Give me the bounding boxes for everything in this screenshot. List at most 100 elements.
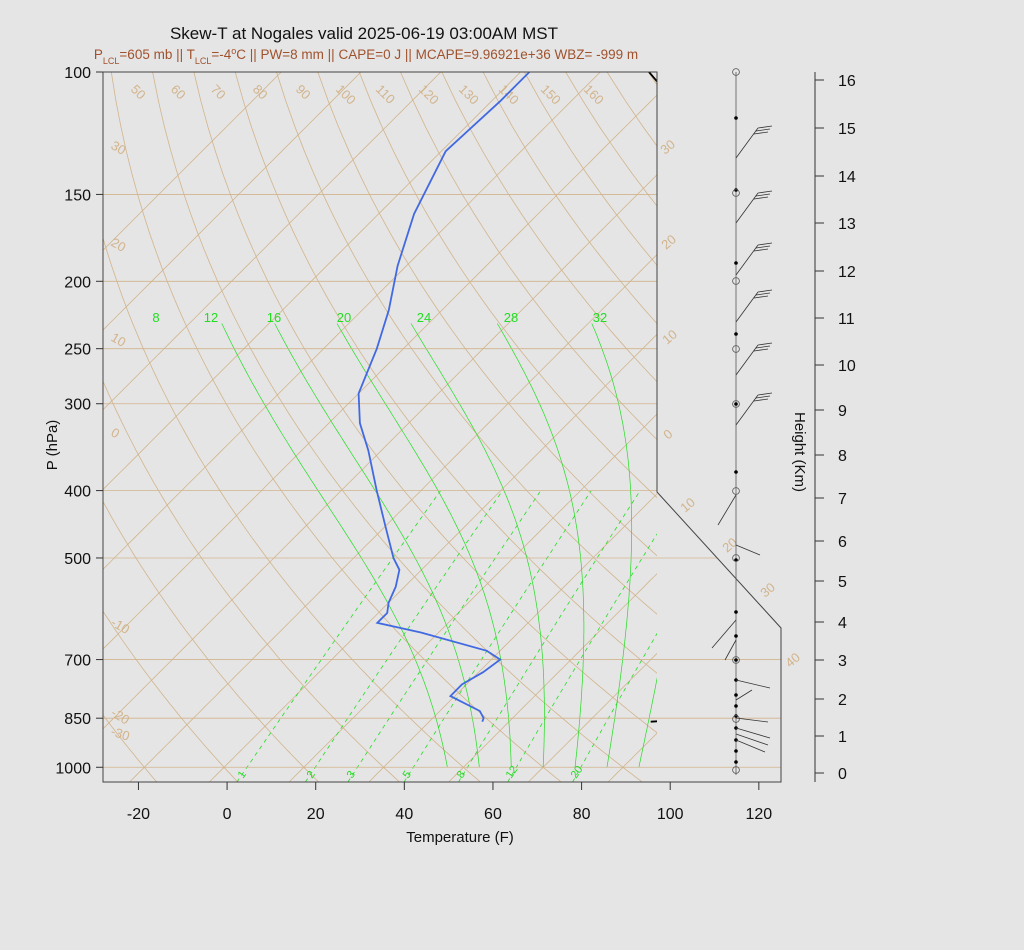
height-tick-label: 16 — [838, 73, 856, 90]
height-tick-label: 3 — [838, 653, 847, 670]
dry-adiabat-line — [103, 380, 400, 782]
grid-labels: -30-20 -10 0 10 20 30 0 10 20 30 40 30 20 10 50 60 70 80 9… — [108, 82, 803, 781]
wind-calm-circle — [732, 656, 740, 664]
x-tick-label: -20 — [127, 806, 150, 823]
wind-barb-flag — [753, 196, 769, 200]
dry-adiabat-line — [690, 72, 1024, 782]
wind-barb — [735, 244, 759, 276]
wind-level-dot — [734, 610, 738, 614]
dry-adiabat-line — [648, 72, 657, 86]
moist-adiabat-line — [221, 323, 448, 768]
wind-barb — [735, 291, 759, 323]
wind-level-dot — [734, 704, 738, 708]
mixing-ratio-line — [572, 632, 657, 782]
wind-barb — [735, 733, 769, 746]
height-tick-label: 12 — [838, 264, 856, 281]
wind-barb-flag — [755, 193, 771, 197]
height-tick-label: 10 — [838, 358, 856, 375]
x-tick-label: 60 — [484, 806, 502, 823]
wind-calm-circle — [732, 189, 740, 197]
moist-adiabat-line — [496, 323, 585, 768]
moist-adiabat-label: 16 — [267, 310, 281, 325]
height-tick-label: 6 — [838, 534, 847, 551]
moist-adiabat-line — [591, 323, 633, 768]
isotherm-line — [103, 72, 282, 251]
isotherm-line — [103, 72, 521, 491]
isotherm-label: 30 — [657, 137, 678, 158]
isotherm-grid — [103, 72, 657, 782]
wind-calm-circle — [732, 715, 740, 723]
chart-subtitle: PLCL=605 mb || TLCL=-4oC || PW=8 mm || C… — [94, 46, 638, 66]
wind-barb — [735, 394, 759, 426]
height-tick-label: 8 — [838, 448, 847, 465]
p-tick-label: 500 — [64, 551, 91, 568]
wind-barb — [735, 717, 769, 723]
wind-barb-column — [711, 68, 773, 775]
temperature-profile-line — [648, 72, 657, 723]
height-tick-label: 5 — [838, 574, 847, 591]
moist-adiabat-label: 8 — [152, 310, 159, 325]
wind-calm-circle — [732, 68, 740, 76]
dry-adiabat-line — [103, 610, 238, 782]
wind-barb — [711, 619, 737, 649]
pressure-gridlines — [103, 71, 781, 768]
p-tick-label: 400 — [64, 484, 91, 501]
dry-adiabat-label: 90 — [293, 82, 314, 103]
isotherm-label: 0 — [109, 425, 123, 442]
mixing-ratio-label: 3 — [345, 769, 358, 781]
isotherm-line — [368, 493, 657, 782]
dry-adiabat-line — [441, 72, 657, 383]
moist-adiabat-label: 28 — [504, 310, 518, 325]
dry-adiabat-line — [152, 72, 643, 782]
dry-adiabat-label: 50 — [128, 82, 149, 103]
wind-level-dot — [734, 634, 738, 638]
plot-frame — [102, 71, 782, 783]
isotherm-label: 30 — [757, 580, 778, 601]
wind-level-dot — [734, 188, 738, 192]
x-tick-label: 0 — [223, 806, 232, 823]
mixing-ratio-line — [403, 490, 592, 782]
dry-adiabat-line — [110, 72, 562, 782]
wind-barb-flag — [753, 295, 769, 299]
dry-adiabat-label: 130 — [456, 82, 482, 108]
mixing-ratio-label: 20 — [569, 764, 586, 781]
x-tick-label: 80 — [573, 806, 591, 823]
height-tick-label: 4 — [838, 615, 847, 632]
mixing-ratio-label: 8 — [455, 769, 468, 781]
height-axis-label: Height (Km) — [791, 412, 808, 492]
wind-level-dot — [734, 714, 738, 718]
wind-barb — [735, 689, 753, 701]
p-tick-label: 250 — [64, 342, 91, 359]
wind-barb — [735, 344, 759, 376]
wind-level-dot — [734, 693, 738, 697]
wind-level-dot — [734, 558, 738, 562]
isotherm-line — [103, 174, 657, 730]
isotherm-line — [129, 254, 657, 782]
mixing-ratio-label: 5 — [401, 769, 414, 781]
height-tick-label: 13 — [838, 216, 856, 233]
wind-barb-flag — [755, 345, 771, 349]
dry-adiabat-line — [276, 72, 657, 615]
wind-barb-flag — [753, 398, 769, 402]
wind-level-dot — [734, 402, 738, 406]
mixing-ratio-line — [305, 490, 503, 782]
wind-calm-circle — [732, 400, 740, 408]
dry-adiabat-line — [400, 72, 657, 441]
dry-adiabat-label: 120 — [416, 82, 442, 108]
isotherm-line — [528, 652, 657, 782]
dry-adiabat-line — [317, 72, 657, 557]
moist-adiabat-label: 24 — [417, 310, 431, 325]
isotherm-line — [209, 333, 657, 782]
x-tick-label: 120 — [745, 806, 772, 823]
mixing-ratio-label: 1 — [236, 769, 249, 781]
wind-barb — [735, 739, 766, 753]
y-axis-label: P (hPa) — [44, 420, 61, 471]
height-tick-label: 0 — [838, 766, 847, 783]
dry-adiabat-line — [193, 72, 657, 734]
sounding-profiles — [357, 72, 657, 723]
wind-barb-flag — [757, 190, 773, 194]
mixing-ratio-line — [458, 490, 641, 782]
isotherm-label: 20 — [109, 235, 129, 255]
moist-adiabat-label: 12 — [204, 310, 218, 325]
